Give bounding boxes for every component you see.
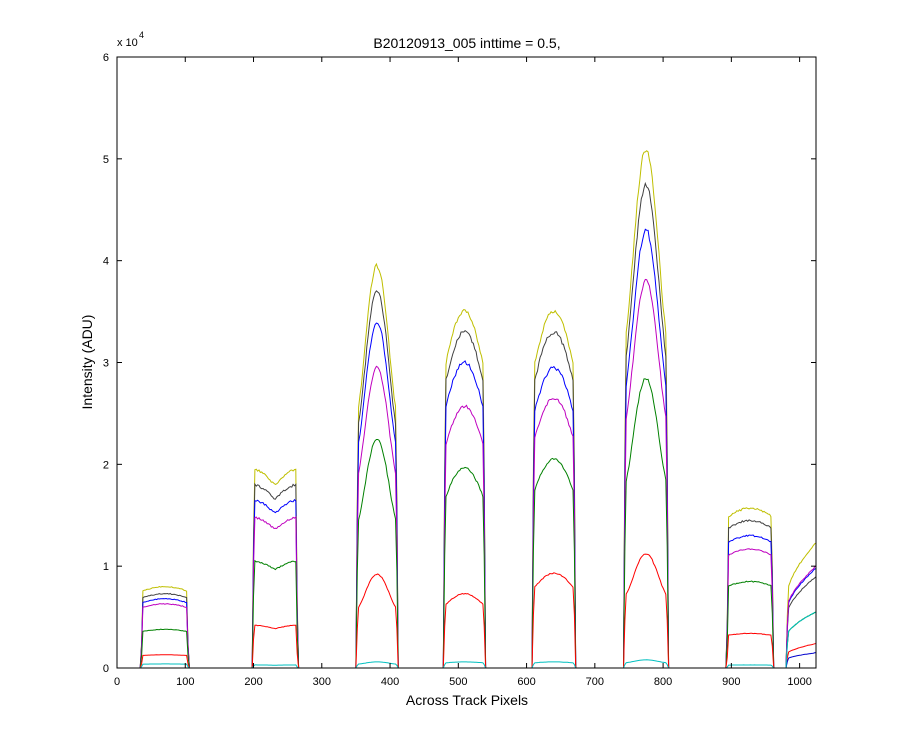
- y-axis-multiplier-exponent: 4: [139, 30, 144, 40]
- series-line-1: [117, 150, 817, 669]
- series-line-3: [117, 228, 817, 669]
- y-tick-label: 0: [103, 663, 109, 675]
- plot-area-frame: [116, 56, 817, 669]
- series-line-2: [117, 181, 817, 669]
- x-tick-label: 400: [381, 676, 399, 688]
- x-tick-label: 500: [449, 676, 467, 688]
- y-axis-multiplier: x 10: [117, 37, 138, 49]
- y-tick-label: 6: [103, 52, 109, 64]
- series-line-6: [117, 553, 817, 669]
- x-tick-label: 300: [313, 676, 331, 688]
- series-line-7: [117, 652, 817, 669]
- series-layer: [117, 150, 817, 669]
- y-tick-label: 3: [103, 358, 109, 370]
- y-axis-label: Intensity (ADU): [79, 315, 95, 410]
- x-tick-label: 0: [114, 676, 120, 688]
- series-line-8: [117, 611, 817, 669]
- series-line-5: [117, 378, 817, 669]
- x-tick-label: 1000: [787, 676, 811, 688]
- x-tick-label: 800: [654, 676, 672, 688]
- y-tick-label: 4: [103, 256, 109, 268]
- x-axis-label: Across Track Pixels: [406, 692, 528, 708]
- y-tick-label: 1: [103, 561, 109, 573]
- x-tick-label: 100: [176, 676, 194, 688]
- series-line-4: [117, 278, 817, 669]
- x-tick-label: 200: [244, 676, 262, 688]
- x-tick-label: 600: [517, 676, 535, 688]
- y-tick-label: 2: [103, 459, 109, 471]
- axes-layer: 0 100 200 300 400 500 600 700 800 900 1000 0 1 2 3 4 5 6: [103, 52, 817, 688]
- chart-title: B20120913_005 inttime = 0.5,: [373, 35, 560, 51]
- x-tick-label: 700: [586, 676, 604, 688]
- x-tick-label: 900: [722, 676, 740, 688]
- y-tick-label: 5: [103, 154, 109, 166]
